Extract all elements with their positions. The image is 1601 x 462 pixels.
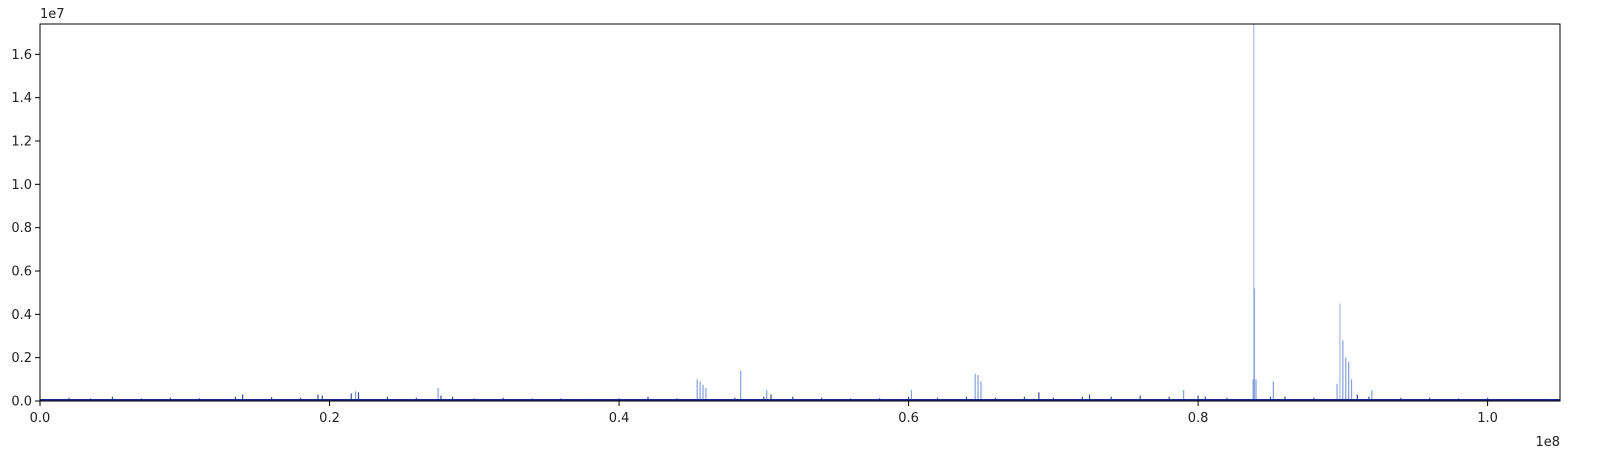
x-tick-label: 0.6 (898, 411, 919, 426)
x-tick-label: 0.0 (30, 411, 51, 426)
y-tick-label: 0.6 (11, 265, 32, 280)
y-tick-label: 0.2 (11, 351, 32, 366)
y-tick-label: 1.4 (11, 91, 32, 106)
y-tick-label: 0.4 (11, 308, 32, 323)
x-tick-label: 1.0 (1477, 411, 1498, 426)
x-offset-label: 1e8 (1535, 435, 1560, 450)
x-axis: 0.0 0.2 0.4 0.6 0.8 1.0 (30, 401, 1498, 426)
bar-series (39, 24, 1547, 401)
y-offset-label: 1e7 (40, 7, 65, 22)
y-tick-label: 0.0 (11, 395, 32, 410)
x-tick-label: 0.4 (609, 411, 630, 426)
y-tick-label: 0.8 (11, 221, 32, 236)
x-tick-label: 0.8 (1188, 411, 1209, 426)
y-axis: 0.0 0.2 0.4 0.6 0.8 1.0 1.2 1.4 1.6 (11, 48, 40, 410)
x-tick-label: 0.2 (319, 411, 340, 426)
plot-frame (39, 23, 1561, 402)
baseline-fill (40, 399, 1560, 401)
y-tick-label: 1.6 (11, 48, 32, 63)
baseline-band (40, 399, 1560, 401)
y-tick-label: 1.0 (11, 178, 32, 193)
y-tick-label: 1.2 (11, 135, 32, 150)
